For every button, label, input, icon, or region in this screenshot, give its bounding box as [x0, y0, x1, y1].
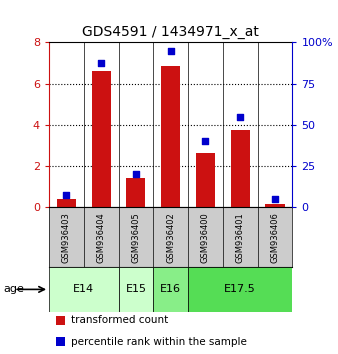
Point: [133, 171, 139, 177]
Bar: [188, 267, 292, 312]
Point: [238, 114, 243, 119]
Text: GSM936400: GSM936400: [201, 212, 210, 263]
Bar: [153, 267, 188, 312]
Point: [98, 60, 104, 66]
Text: E15: E15: [125, 284, 146, 295]
Point: [168, 48, 173, 53]
Point: [272, 196, 278, 202]
Bar: [161, 66, 180, 207]
Text: E16: E16: [160, 284, 181, 295]
Text: E14: E14: [73, 284, 94, 295]
Bar: [231, 130, 250, 207]
Bar: [57, 199, 76, 207]
Text: GSM936401: GSM936401: [236, 212, 245, 263]
Text: GSM936404: GSM936404: [97, 212, 106, 263]
Title: GDS4591 / 1434971_x_at: GDS4591 / 1434971_x_at: [82, 25, 259, 39]
Text: transformed count: transformed count: [71, 315, 169, 325]
Bar: [265, 204, 285, 207]
Bar: [196, 153, 215, 207]
Text: percentile rank within the sample: percentile rank within the sample: [71, 337, 247, 347]
Bar: [92, 71, 111, 207]
Text: age: age: [3, 284, 24, 295]
Bar: [126, 178, 145, 207]
Bar: [119, 267, 153, 312]
Text: GSM936402: GSM936402: [166, 212, 175, 263]
Bar: [49, 267, 119, 312]
Point: [64, 192, 69, 198]
Text: GSM936406: GSM936406: [270, 212, 280, 263]
Text: E17.5: E17.5: [224, 284, 256, 295]
Text: GSM936403: GSM936403: [62, 212, 71, 263]
Text: GSM936405: GSM936405: [131, 212, 140, 263]
Point: [203, 138, 208, 144]
